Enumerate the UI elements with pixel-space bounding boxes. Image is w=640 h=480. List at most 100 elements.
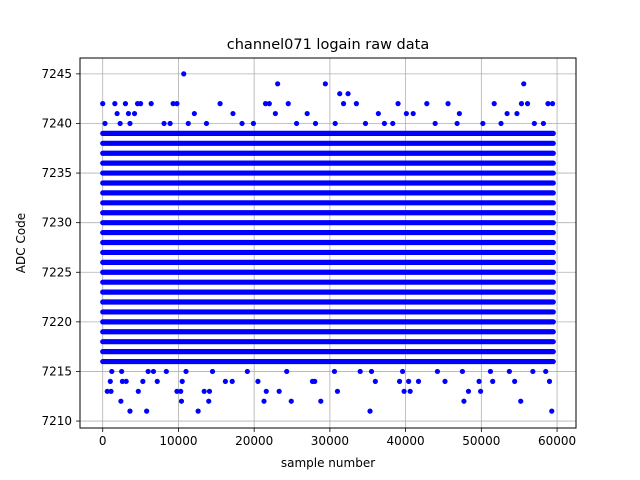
data-point — [222, 378, 228, 384]
data-point — [518, 101, 525, 107]
data-point — [432, 120, 438, 127]
data-point — [312, 378, 318, 384]
data-point — [403, 110, 409, 117]
data-point — [304, 110, 310, 117]
data-point — [144, 408, 150, 414]
data-point — [170, 101, 176, 107]
data-point — [195, 408, 201, 414]
data-point — [275, 81, 281, 87]
data-point — [262, 101, 269, 107]
data-point — [203, 120, 210, 127]
data-point — [518, 398, 524, 404]
data-point — [148, 101, 154, 107]
data-point — [368, 368, 375, 375]
data-point — [161, 120, 167, 127]
data-point — [546, 378, 553, 384]
data-point — [163, 368, 169, 375]
y-tick-label: 7230 — [41, 216, 72, 230]
y-tick-label: 7235 — [41, 166, 72, 180]
data-point — [183, 368, 189, 375]
data-point — [390, 120, 396, 127]
x-axis-label: sample number — [281, 456, 375, 470]
data-point — [102, 120, 108, 127]
data-point — [201, 388, 207, 394]
data-point — [334, 388, 341, 394]
data-point — [345, 91, 351, 97]
data-point — [322, 81, 328, 87]
data-point — [284, 368, 290, 375]
data-point — [154, 378, 160, 384]
data-point — [545, 101, 551, 107]
data-point — [285, 101, 291, 107]
x-tick-label: 50000 — [462, 434, 500, 448]
data-point — [119, 378, 126, 384]
data-point — [395, 101, 401, 107]
data-point — [122, 101, 129, 107]
data-points — [100, 71, 556, 414]
data-point — [230, 110, 236, 117]
data-point — [145, 368, 151, 375]
x-tick-label: 10000 — [159, 434, 197, 448]
y-axis-label: ADC Code — [14, 213, 28, 273]
data-point — [174, 388, 180, 394]
data-point — [250, 120, 257, 127]
data-point — [191, 110, 197, 117]
data-point — [531, 120, 537, 127]
data-point — [266, 101, 272, 107]
y-tick-label: 7240 — [41, 116, 72, 130]
x-tick-label: 20000 — [235, 434, 273, 448]
x-tick-label: 30000 — [311, 434, 349, 448]
data-point — [434, 368, 441, 375]
data-point — [131, 110, 138, 117]
data-point — [209, 368, 216, 375]
data-point — [491, 101, 497, 107]
data-point — [331, 368, 338, 375]
data-point — [514, 110, 520, 117]
data-point — [506, 368, 512, 375]
data-point — [454, 120, 460, 127]
data-point — [521, 81, 527, 87]
data-point — [255, 378, 261, 384]
data-point — [401, 388, 407, 394]
data-point — [456, 110, 462, 117]
data-point — [410, 110, 416, 117]
data-point — [150, 368, 157, 375]
data-point — [135, 388, 141, 394]
data-point — [119, 368, 125, 375]
data-point — [167, 120, 173, 127]
y-tick-label: 7225 — [41, 265, 72, 279]
data-point — [117, 120, 123, 127]
data-point — [476, 378, 482, 384]
data-point — [442, 378, 448, 384]
data-point — [357, 368, 363, 375]
data-point — [512, 378, 518, 384]
data-point — [530, 368, 536, 375]
x-tick-label: 60000 — [538, 434, 576, 448]
data-point — [100, 101, 106, 107]
data-point — [178, 398, 185, 404]
data-point — [229, 378, 235, 384]
data-point — [118, 398, 124, 404]
data-point — [263, 388, 269, 394]
y-tick-label: 7210 — [41, 414, 72, 428]
data-point — [367, 408, 373, 414]
data-point — [261, 398, 267, 404]
data-point — [396, 378, 403, 384]
data-point — [174, 101, 180, 107]
data-point — [424, 101, 430, 107]
data-point — [185, 120, 191, 127]
y-tick-label: 7245 — [41, 67, 72, 81]
data-point — [140, 378, 146, 384]
data-point — [445, 101, 451, 107]
data-point — [498, 120, 504, 127]
data-point — [109, 368, 115, 375]
data-point — [477, 388, 484, 394]
chart-title: channel071 logain raw data — [227, 37, 429, 53]
data-point — [178, 388, 184, 394]
data-point — [108, 388, 114, 394]
data-point — [353, 101, 359, 107]
data-point — [272, 110, 278, 117]
data-point — [399, 368, 406, 375]
x-axis-ticks: 0 10000 20000 30000 40000 50000 60000 — [99, 428, 576, 448]
y-axis-ticks: 7210 7215 7220 7225 7230 7235 7240 7245 — [41, 67, 80, 428]
